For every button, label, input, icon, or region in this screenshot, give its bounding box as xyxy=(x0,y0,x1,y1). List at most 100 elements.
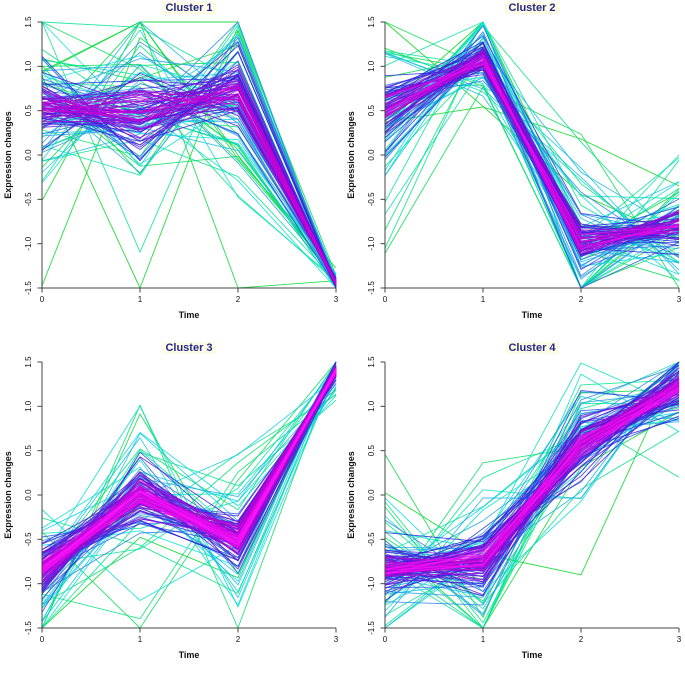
x-axis-title: Time xyxy=(522,650,543,660)
profile-line xyxy=(41,375,337,593)
y-tick-label: 1.0 xyxy=(24,400,33,412)
y-tick-label: -1.0 xyxy=(24,576,33,590)
y-tick-label: 1.0 xyxy=(24,60,33,72)
y-axis-title: Expression changes xyxy=(346,451,356,539)
x-tick-label: 3 xyxy=(334,295,339,304)
panel-title: Cluster 4 xyxy=(385,342,679,354)
cluster-4-plot: 0 1 2 3 -1.5 -1.0 -0.5 0.0 0.5 1.0 1.5 Time Expressi… xyxy=(346,356,682,660)
profile-line xyxy=(41,371,337,571)
x-tick-label: 0 xyxy=(383,635,388,644)
cluster-1-plot: 0 1 2 3 -1.5 -1.0 -0.5 0.0 0.5 1.0 1.5 Time Expressi… xyxy=(3,16,339,320)
x-axis-title: Time xyxy=(179,310,200,320)
x-tick-label: 3 xyxy=(334,635,339,644)
x-tick-label: 2 xyxy=(579,635,584,644)
y-tick-label: 0.5 xyxy=(367,445,376,457)
profile-line xyxy=(384,391,680,571)
x-tick-label: 0 xyxy=(40,295,45,304)
panel-cluster-1: Cluster 1 0 1 2 3 -1.5 -1.0 -0.5 0.0 0.5 1.0 1.5 Ti… xyxy=(0,0,342,339)
y-tick-label: 1.5 xyxy=(24,16,33,28)
y-axis-title: Expression changes xyxy=(3,111,13,199)
profile-line xyxy=(41,372,337,595)
panel-title-text: Cluster 2 xyxy=(505,2,559,14)
profile-line xyxy=(384,24,680,245)
x-tick-label: 2 xyxy=(579,295,584,304)
y-tick-label: 1.0 xyxy=(367,400,376,412)
profile-line xyxy=(41,363,337,609)
x-tick-label: 3 xyxy=(677,295,682,304)
y-tick-label: 0.0 xyxy=(367,149,376,161)
y-tick-label: -1.5 xyxy=(367,621,376,635)
panel-title: Cluster 2 xyxy=(385,2,679,14)
y-tick-label: -0.5 xyxy=(367,532,376,546)
profile-line xyxy=(384,361,680,576)
profile-line xyxy=(41,41,337,285)
profile-line xyxy=(41,21,337,289)
profile-line xyxy=(41,361,337,629)
profile-line xyxy=(41,139,337,281)
x-axis-title: Time xyxy=(179,650,200,660)
profile-line xyxy=(41,376,337,629)
y-tick-label: -1.0 xyxy=(367,236,376,250)
y-tick-label: 0.5 xyxy=(24,445,33,457)
y-tick-label: -1.5 xyxy=(367,281,376,295)
profile-line xyxy=(41,21,337,269)
profile-line xyxy=(384,390,680,570)
y-tick-label: -0.5 xyxy=(367,192,376,206)
y-tick-label: -0.5 xyxy=(24,532,33,546)
profile-line xyxy=(41,366,337,602)
profile-line xyxy=(41,372,337,606)
y-tick-label: -1.0 xyxy=(24,236,33,250)
profile-line xyxy=(41,21,337,280)
y-tick-label: 1.5 xyxy=(24,356,33,368)
y-tick-label: 1.5 xyxy=(367,16,376,28)
y-axis-title: Expression changes xyxy=(346,111,356,199)
cluster-3-plot: 0 1 2 3 -1.5 -1.0 -0.5 0.0 0.5 1.0 1.5 Time Expressi… xyxy=(3,356,339,660)
y-axis-title: Expression changes xyxy=(3,451,13,539)
profile-line xyxy=(384,362,680,567)
x-tick-label: 2 xyxy=(236,295,241,304)
profile-line xyxy=(41,21,337,280)
y-tick-label: 0.5 xyxy=(24,105,33,117)
profile-line xyxy=(384,386,680,574)
y-tick-label: -0.5 xyxy=(24,192,33,206)
profile-line xyxy=(41,377,337,609)
y-tick-label: -1.5 xyxy=(24,281,33,295)
profile-line xyxy=(41,80,337,285)
profile-line xyxy=(384,361,680,577)
x-axis-title: Time xyxy=(522,310,543,320)
panel-title-text: Cluster 4 xyxy=(505,342,559,354)
profile-line xyxy=(384,388,680,574)
y-tick-label: 1.0 xyxy=(367,60,376,72)
y-tick-label: 1.5 xyxy=(367,356,376,368)
x-tick-label: 0 xyxy=(383,295,388,304)
x-tick-label: 1 xyxy=(138,295,143,304)
profile-line xyxy=(384,361,680,577)
profile-line xyxy=(384,54,680,250)
x-tick-label: 3 xyxy=(677,635,682,644)
x-tick-label: 2 xyxy=(236,635,241,644)
panel-title: Cluster 1 xyxy=(42,2,336,14)
cluster-2-plot: 0 1 2 3 -1.5 -1.0 -0.5 0.0 0.5 1.0 1.5 Time Expressi… xyxy=(346,16,682,320)
panel-title-text: Cluster 3 xyxy=(162,342,216,354)
panel-cluster-2: Cluster 2 0 1 2 3 -1.5 -1.0 -0.5 0.0 0.5 1.0 1.5 Ti… xyxy=(343,0,685,339)
profile-line xyxy=(41,370,337,579)
x-tick-label: 1 xyxy=(481,295,486,304)
y-tick-label: 0.0 xyxy=(24,149,33,161)
profile-line xyxy=(41,84,337,283)
panel-title-text: Cluster 1 xyxy=(162,2,216,14)
panel-cluster-4: Cluster 4 0 1 2 3 -1.5 -1.0 -0.5 0.0 0.5 1.0 1.5 Ti… xyxy=(343,340,685,679)
profile-line xyxy=(41,69,337,287)
panel-cluster-3: Cluster 3 0 1 2 3 -1.5 -1.0 -0.5 0.0 0.5 1.0 1.5 Ti… xyxy=(0,340,342,679)
x-tick-label: 0 xyxy=(40,635,45,644)
profile-line xyxy=(41,51,337,281)
y-tick-label: -1.0 xyxy=(367,576,376,590)
profile-line xyxy=(41,41,337,284)
x-tick-label: 1 xyxy=(481,635,486,644)
profile-line xyxy=(384,418,680,629)
panel-title: Cluster 3 xyxy=(42,342,336,354)
profile-line xyxy=(384,35,680,228)
x-tick-label: 1 xyxy=(138,635,143,644)
profile-line xyxy=(384,63,680,235)
profile-line xyxy=(384,411,680,629)
